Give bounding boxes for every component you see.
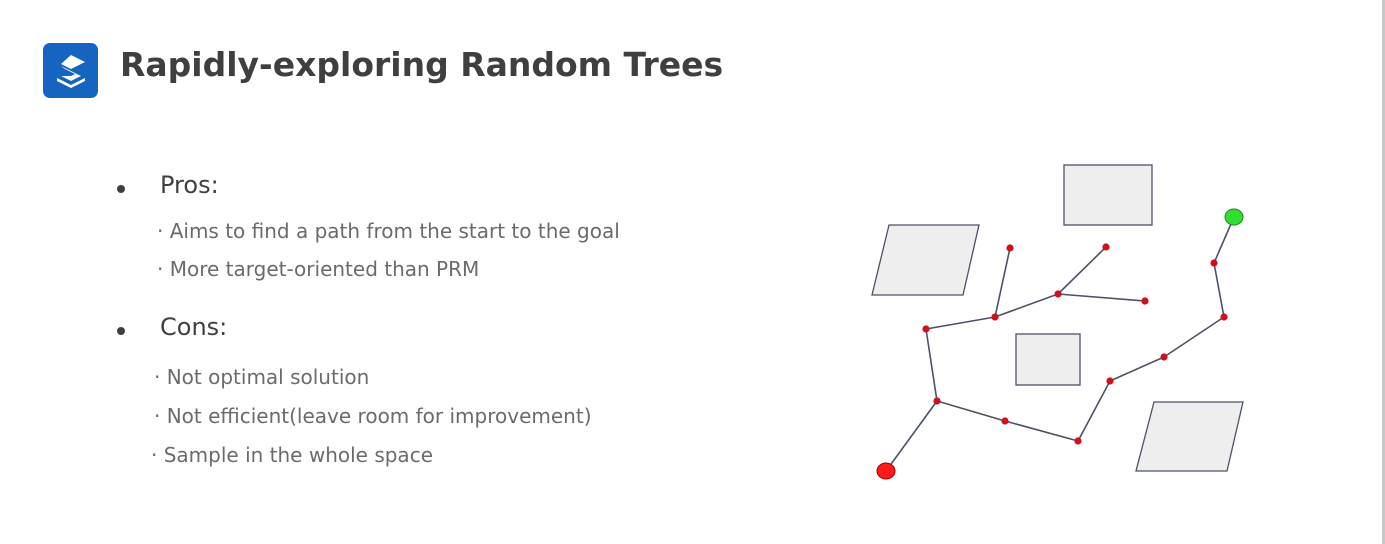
tree-node xyxy=(1054,290,1062,298)
obstacle-rect xyxy=(1063,164,1153,226)
tree-node xyxy=(1210,259,1218,267)
goal-node xyxy=(1224,208,1244,226)
tree-edges xyxy=(885,216,1235,472)
slide-title: Rapidly-exploring Random Trees xyxy=(120,45,724,84)
tree-node xyxy=(1160,353,1168,361)
logo-icon xyxy=(43,43,98,98)
tree-node xyxy=(1074,437,1082,445)
pros-heading: Pros: xyxy=(160,171,219,199)
obstacle-parallelogram xyxy=(1135,401,1244,472)
cons-heading: Cons: xyxy=(160,313,228,341)
tree-node xyxy=(933,397,941,405)
tree-node xyxy=(1220,313,1228,321)
cons-item: · Not efficient(leave room for improveme… xyxy=(154,404,592,428)
tree-node xyxy=(1102,243,1110,251)
tree-node xyxy=(922,325,930,333)
tree-nodes xyxy=(922,243,1228,445)
obstacle-rect xyxy=(1015,333,1081,386)
cons-bullet xyxy=(117,327,125,335)
cons-item: · Sample in the whole space xyxy=(151,443,433,467)
cons-item: · Not optimal solution xyxy=(154,365,370,389)
obstacle-parallelogram xyxy=(871,224,980,296)
pros-item: · Aims to find a path from the start to … xyxy=(157,219,620,243)
start-node xyxy=(876,462,896,480)
obstacles xyxy=(871,164,1244,472)
tree-node xyxy=(1001,417,1009,425)
rrt-diagram xyxy=(871,164,1244,480)
pros-bullet xyxy=(117,185,125,193)
tree-node xyxy=(1006,244,1014,252)
pros-item: · More target-oriented than PRM xyxy=(157,257,480,281)
tree-node xyxy=(1141,297,1149,305)
slide-right-edge xyxy=(1382,0,1385,544)
tree-node xyxy=(991,313,999,321)
tree-node xyxy=(1106,377,1114,385)
